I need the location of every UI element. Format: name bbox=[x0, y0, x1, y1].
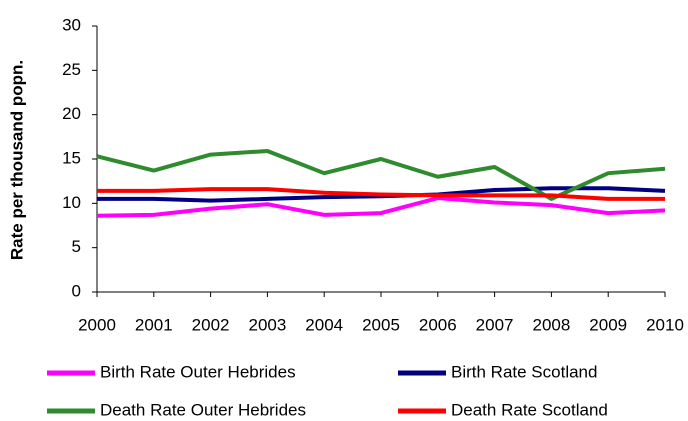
y-tick-label: 30 bbox=[62, 15, 81, 34]
legend-label: Birth Rate Scotland bbox=[451, 362, 597, 381]
x-tick-label: 2004 bbox=[305, 315, 343, 334]
x-tick-label: 2003 bbox=[248, 315, 286, 334]
y-tick-label: 0 bbox=[72, 281, 81, 300]
y-tick-label: 10 bbox=[62, 193, 81, 212]
x-tick-label: 2005 bbox=[362, 315, 400, 334]
y-tick-label: 20 bbox=[62, 104, 81, 123]
legend-label: Birth Rate Outer Hebrides bbox=[100, 362, 296, 381]
y-tick-label: 25 bbox=[62, 60, 81, 79]
y-tick-label: 5 bbox=[72, 237, 81, 256]
x-tick-label: 2001 bbox=[135, 315, 173, 334]
x-tick-label: 2007 bbox=[476, 315, 514, 334]
line-series bbox=[97, 187, 665, 201]
x-tick-label: 2008 bbox=[532, 315, 570, 334]
legend-label: Death Rate Scotland bbox=[451, 400, 608, 419]
x-tick-label: 2009 bbox=[589, 315, 627, 334]
x-tick-label: 2006 bbox=[419, 315, 457, 334]
y-tick-label: 15 bbox=[62, 148, 81, 167]
x-tick-label: 2010 bbox=[646, 315, 684, 334]
legend-label: Death Rate Outer Hebrides bbox=[100, 400, 306, 419]
line-series bbox=[96, 149, 666, 201]
line-series bbox=[96, 196, 666, 218]
x-tick-label: 2002 bbox=[192, 315, 230, 334]
y-axis-title: Rate per thousand popn. bbox=[7, 60, 26, 260]
x-tick-label: 2000 bbox=[78, 315, 116, 334]
